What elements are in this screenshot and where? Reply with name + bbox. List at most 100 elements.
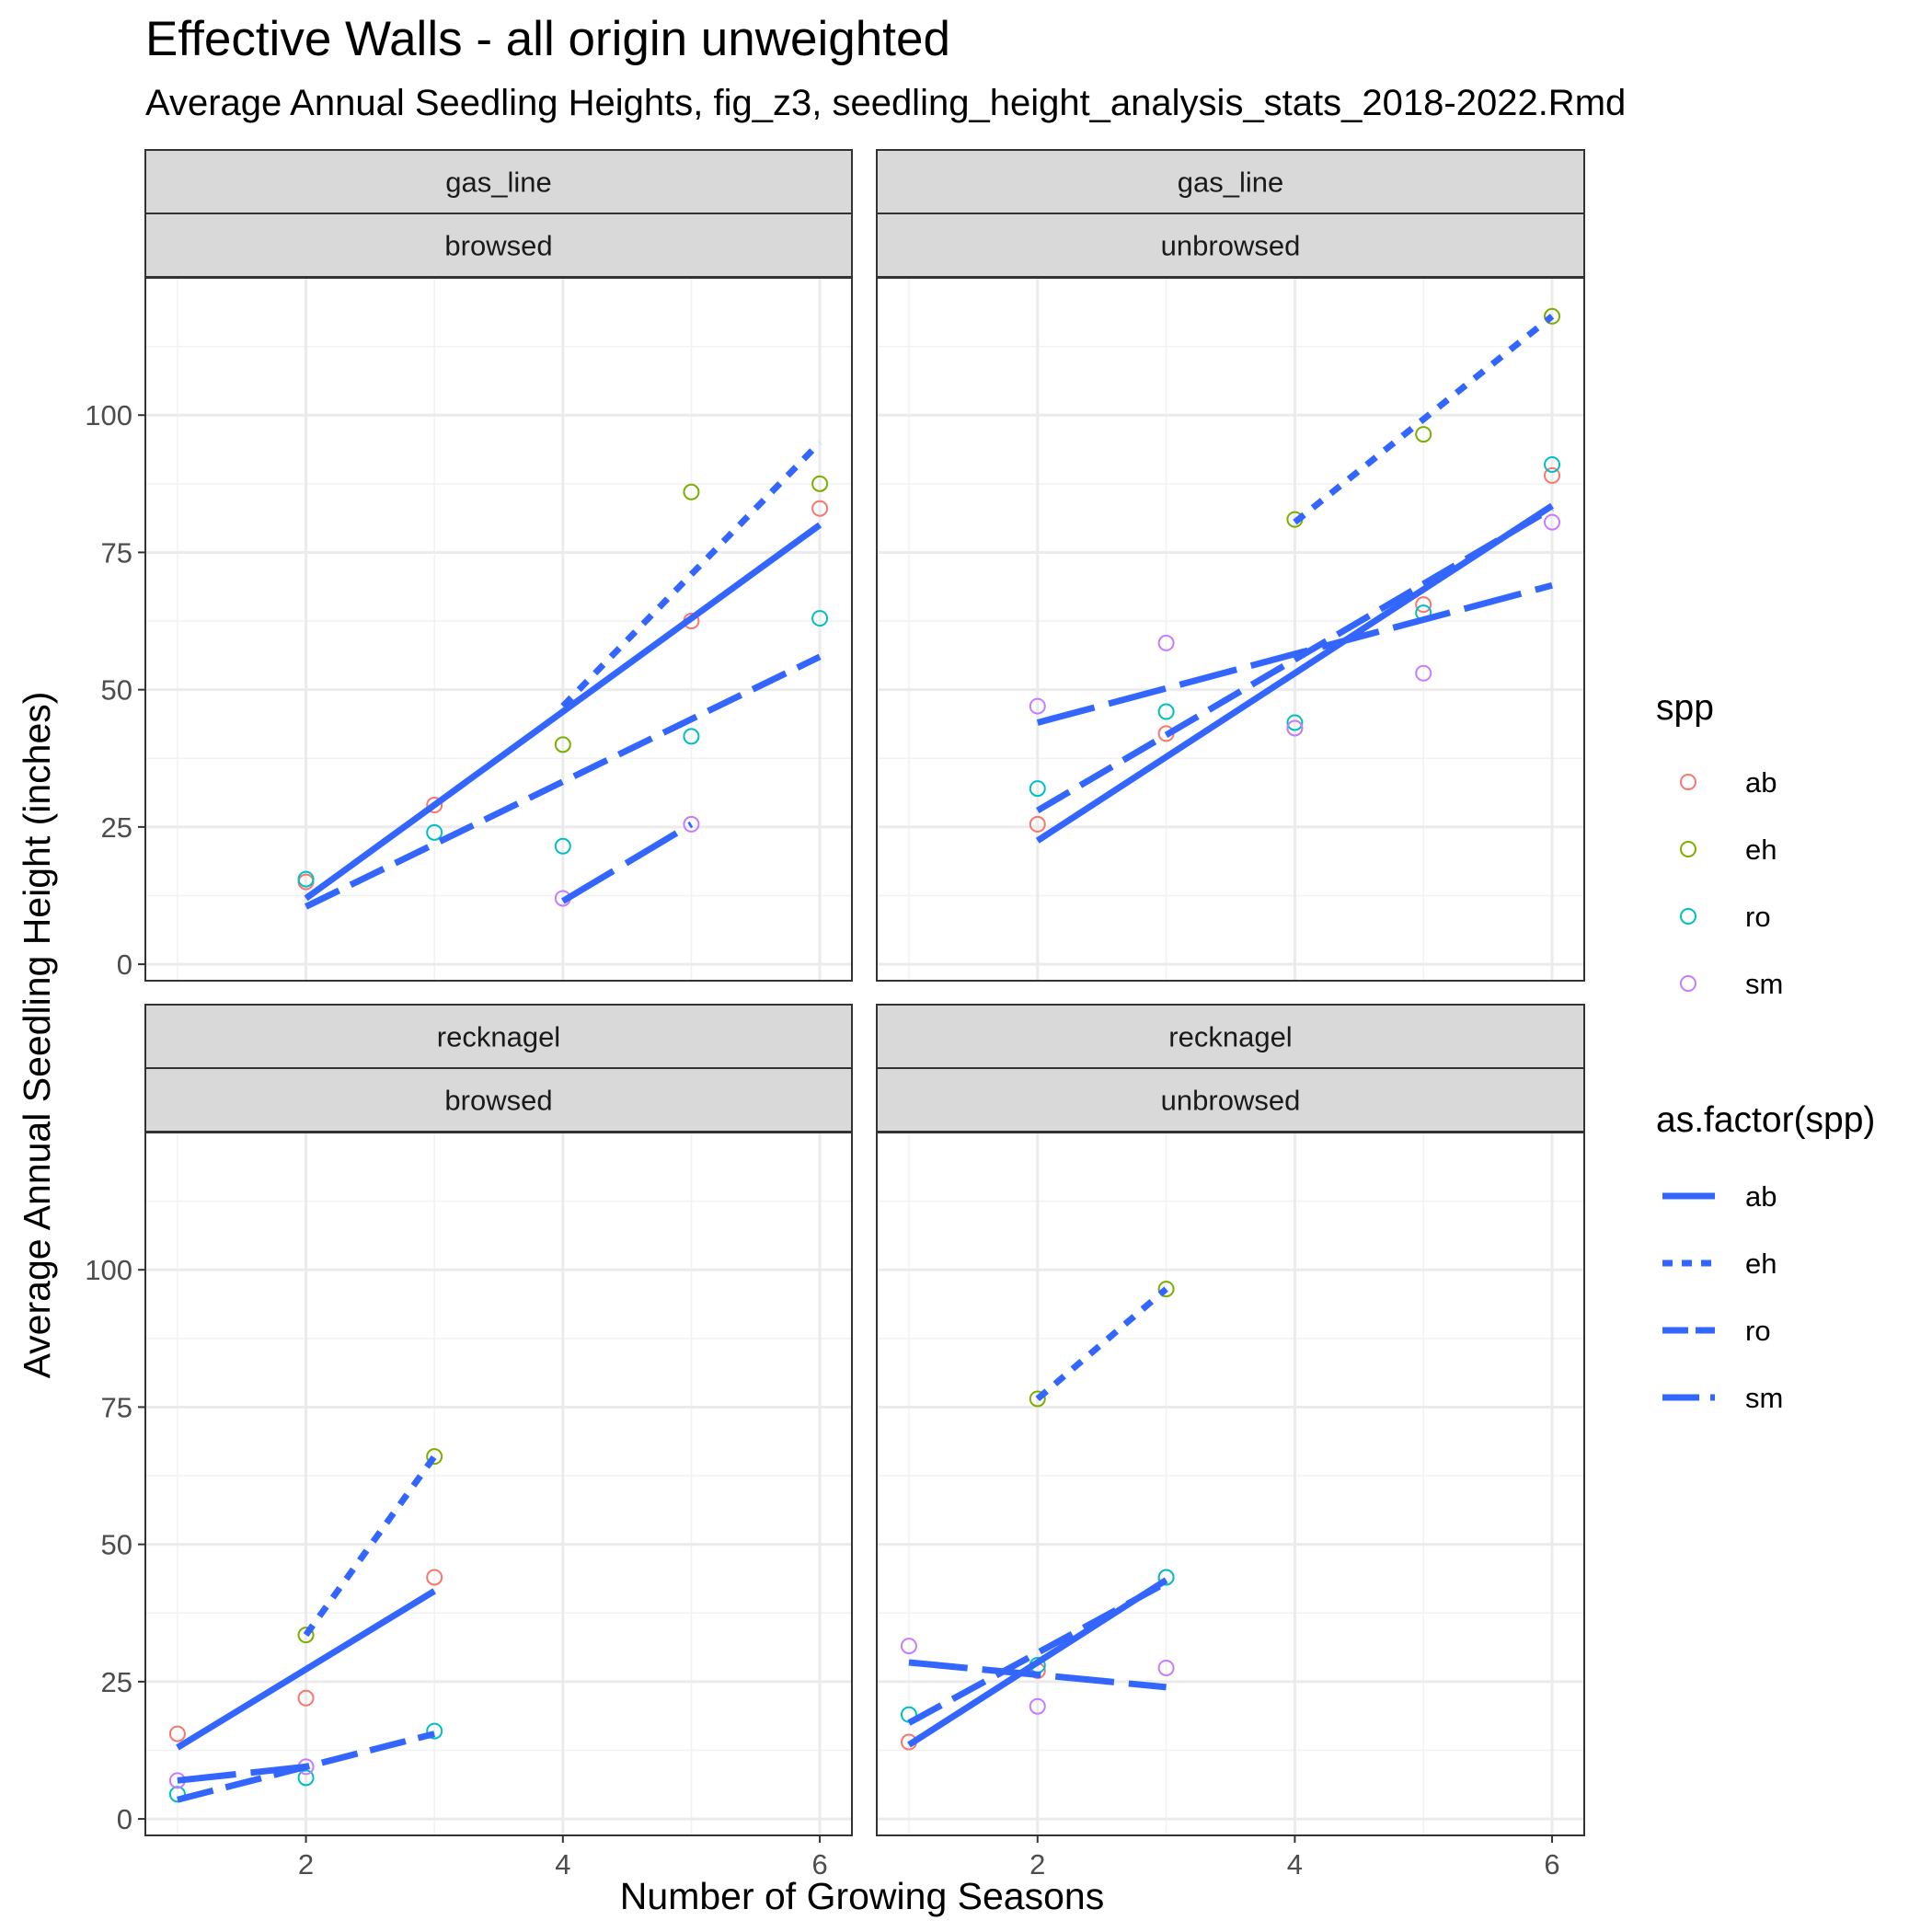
data-point-sm [900, 1638, 917, 1655]
fit-line-ro [177, 1731, 436, 1803]
fit-line-ab [304, 522, 822, 902]
fit-line-ro [1036, 505, 1554, 813]
fit-line-sm [1036, 581, 1553, 726]
legend-label-eh: eh [1745, 1248, 1777, 1280]
strip-label-site: gas_line [1178, 167, 1283, 199]
legend-key-point-eh [1680, 841, 1696, 857]
data-point-ab [811, 500, 829, 517]
fit-line-sm [908, 1659, 1167, 1691]
data-point-eh [1544, 307, 1561, 325]
data-point-ro [1286, 714, 1304, 731]
data-point-eh [554, 736, 571, 753]
x-tick-label: 4 [555, 1848, 570, 1880]
facet-strip [876, 1004, 1585, 1069]
x-tick-label: 4 [1287, 1848, 1303, 1880]
data-point-ro [1544, 455, 1561, 473]
data-point-ro [297, 870, 315, 888]
chart-subtitle: Average Annual Seedling Heights, fig_z3,… [145, 83, 1626, 123]
panel-border [876, 277, 1585, 982]
data-point-eh [683, 483, 700, 500]
fit-line-sm [177, 1763, 306, 1784]
x-axis-title: Number of Growing Seasons [620, 1875, 1104, 1917]
data-point-ro [1029, 780, 1046, 798]
fit-line-ro [305, 653, 822, 910]
legend-label-ro: ro [1745, 1315, 1771, 1347]
data-point-eh [1415, 426, 1432, 443]
y-axis-title: Average Annual Seedling Height (inches) [16, 692, 58, 1379]
facet-strip [144, 213, 853, 278]
data-point-ro [168, 1786, 186, 1803]
strip-label-site: recknagel [437, 1021, 560, 1053]
strip-label-site: recknagel [1168, 1021, 1292, 1053]
fit-line-ab [907, 1577, 1168, 1748]
y-tick-label: 75 [101, 536, 132, 569]
legend-label-sm: sm [1745, 1382, 1783, 1414]
data-point-sm [1286, 719, 1304, 737]
legend-title: spp [1656, 688, 1714, 728]
data-point-ro [683, 728, 700, 745]
facet-panel: recknagel unbrowsed 2 4 6 [876, 1004, 1585, 1880]
y-tick-label: 100 [85, 399, 132, 431]
data-point-ro [426, 823, 443, 841]
data-point-ab [1415, 596, 1432, 614]
data-point-sm [1157, 1659, 1175, 1676]
data-point-ab [1029, 815, 1046, 833]
data-point-eh [426, 1448, 443, 1466]
panel-border [876, 1132, 1585, 1836]
data-point-eh [297, 1627, 315, 1644]
facet-strip [876, 149, 1585, 214]
strip-label-browse: browsed [444, 1085, 552, 1117]
fit-line-eh [1293, 314, 1555, 525]
strip-label-browse: unbrowsed [1161, 230, 1301, 262]
y-tick-label: 25 [101, 811, 132, 844]
data-point-ab [1544, 466, 1561, 484]
data-point-ab [426, 797, 443, 813]
data-point-ab [168, 1725, 186, 1742]
legend-key-point-ab [1680, 774, 1696, 790]
panel-border [144, 277, 853, 982]
legend-key-point-sm [1680, 975, 1696, 992]
fit-line-ab [1035, 502, 1554, 844]
data-point-sm [683, 815, 700, 833]
facet-strip [144, 149, 853, 214]
y-tick-label: 50 [101, 1529, 132, 1561]
facet-panel: recknagel browsed 0 25 50 75 100 2 4 6 [85, 1004, 853, 1880]
chart-title: Effective Walls - all origin unweighted [145, 12, 950, 66]
data-point-sm [1544, 513, 1561, 531]
data-point-eh [811, 475, 829, 492]
data-point-sm [1029, 697, 1046, 715]
facet-strip [876, 1067, 1585, 1133]
data-point-ro [426, 1722, 443, 1740]
y-tick-label: 75 [101, 1391, 132, 1423]
fit-line-eh [560, 440, 822, 709]
facet-panel: gas_line unbrowsed [876, 149, 1585, 982]
strip-label-site: gas_line [445, 167, 551, 199]
legend-label-ab: ab [1745, 1180, 1777, 1213]
panel-background [145, 278, 852, 981]
x-tick-label: 2 [1029, 1848, 1045, 1880]
x-tick-label: 6 [811, 1848, 827, 1880]
data-point-sm [1157, 634, 1175, 651]
data-point-ab [297, 1689, 315, 1707]
data-point-ro [554, 837, 571, 855]
data-point-eh [1157, 1281, 1175, 1298]
x-tick-label: 6 [1544, 1848, 1559, 1880]
y-tick-label: 100 [85, 1254, 132, 1286]
panel-background [145, 1133, 852, 1835]
y-tick-label: 0 [117, 1803, 132, 1835]
legend-label-sm: sm [1745, 968, 1783, 1000]
y-tick-label: 50 [101, 674, 132, 707]
legend-title: as.factor(spp) [1656, 1100, 1875, 1140]
data-point-ro [811, 610, 829, 627]
strip-label-browse: unbrowsed [1161, 1085, 1301, 1117]
legends: spp ab eh ro sm as.factor(spp) ab eh ro sm [1656, 688, 1875, 1414]
panel-background [877, 1133, 1584, 1835]
facet-strip [144, 1004, 853, 1069]
data-point-sm [1029, 1697, 1046, 1715]
data-point-ro [1157, 1569, 1175, 1586]
data-point-ro [297, 1769, 315, 1787]
data-point-ab [426, 1569, 443, 1586]
